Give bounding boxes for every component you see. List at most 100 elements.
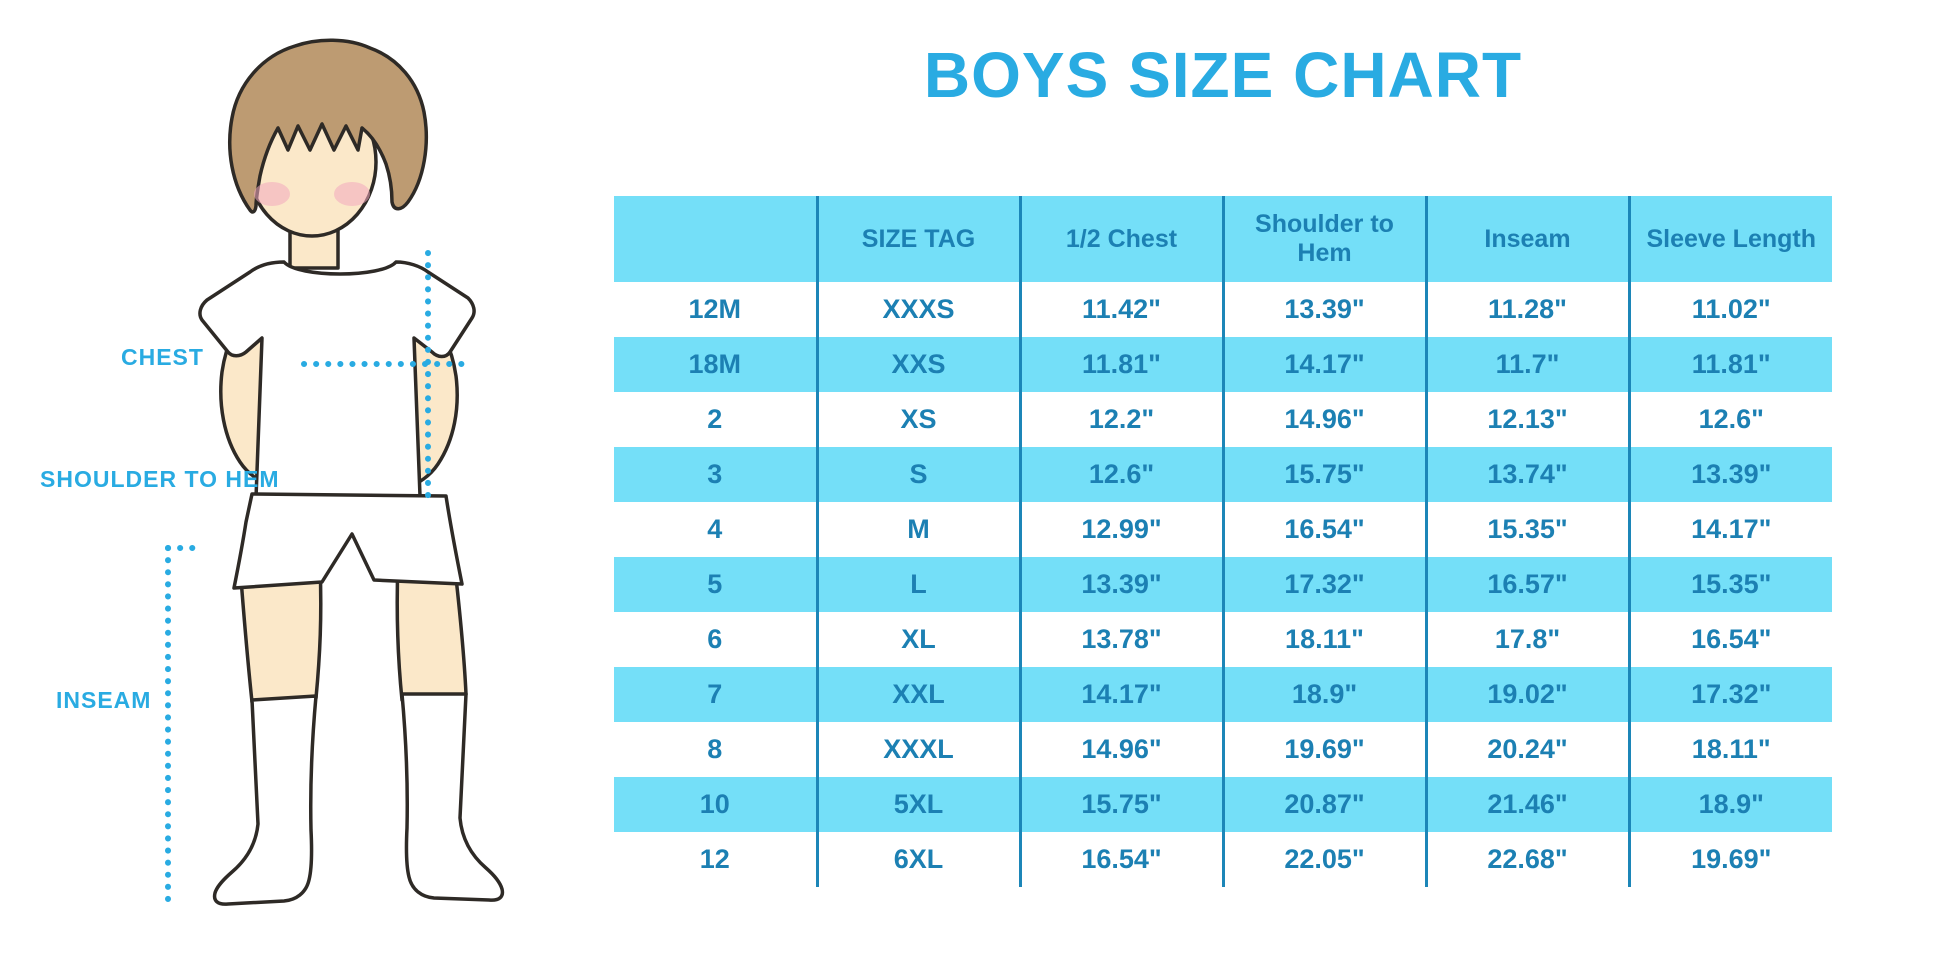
column-header: Sleeve Length xyxy=(1629,196,1832,282)
table-cell: 12.6" xyxy=(1020,447,1225,502)
table-cell: 11.81" xyxy=(1629,337,1832,392)
table-cell: 15.35" xyxy=(1629,557,1832,612)
table-cell: 17.8" xyxy=(1426,612,1631,667)
table-cell: 21.46" xyxy=(1426,777,1631,832)
table-cell: 12.13" xyxy=(1426,392,1631,447)
table-cell: 12 xyxy=(614,832,819,887)
table-cell: 11.81" xyxy=(1020,337,1225,392)
table-cell: 8 xyxy=(614,722,819,777)
column-header: 1/2 Chest xyxy=(1020,196,1225,282)
table-cell: 14.17" xyxy=(1691,514,1772,544)
table-cell: 15.75" xyxy=(1223,447,1428,502)
table-cell: M xyxy=(817,502,1022,557)
table-row: 3 S 12.6" 15.75" 13.74" 13.39" xyxy=(614,447,1832,502)
size-table-wrap: SIZE TAG 1/2 Chest Shoulder to Hem Inseam Sl… xyxy=(614,196,1832,887)
table-cell: 11.7" xyxy=(1426,337,1631,392)
inseam-label: INSEAM xyxy=(56,687,152,713)
table-cell: 4 xyxy=(614,502,819,557)
table-cell: 16.54" xyxy=(1691,624,1772,654)
boy-left-sock xyxy=(212,694,318,906)
table-cell: 22.68" xyxy=(1426,832,1631,887)
column-header: Inseam xyxy=(1426,196,1631,282)
table-cell: 18.9" xyxy=(1629,777,1832,832)
table-cell: 13.78" xyxy=(1020,612,1225,667)
table-row: 4 M 12.99" 16.54" 15.35" 14.17" xyxy=(614,502,1832,557)
boy-tshirt xyxy=(198,260,476,500)
table-cell: 18.9" xyxy=(1223,667,1428,722)
table-cell: XL xyxy=(817,612,1022,667)
boy-right-sock xyxy=(400,692,505,902)
table-cell: XXXS xyxy=(817,282,1022,337)
table-cell: 14.17" xyxy=(1223,337,1428,392)
table-row: 12 6XL 16.54" 22.05" 22.68" 19.69" xyxy=(614,832,1832,887)
table-cell: 17.32" xyxy=(1629,667,1832,722)
boy-right-cheek-blush xyxy=(334,182,370,206)
table-cell: 16.57" xyxy=(1426,557,1631,612)
size-table-body: 12M XXXS 11.42" 13.39" 11.28" 11.02" 18M XXS 11.… xyxy=(614,282,1832,887)
table-row: 10 5XL 15.75" 20.87" 21.46" 18.9" xyxy=(614,777,1832,832)
table-row: 18M XXS 11.81" 14.17" 11.7" 11.81" xyxy=(614,337,1832,392)
table-cell: 15.75" xyxy=(1020,777,1225,832)
table-cell: XXL xyxy=(817,667,1022,722)
table-cell: L xyxy=(817,557,1022,612)
table-cell: 3 xyxy=(614,447,819,502)
table-cell: 11.28" xyxy=(1426,282,1631,337)
table-cell: 14.96" xyxy=(1020,722,1225,777)
column-header: Shoulder to Hem xyxy=(1223,196,1428,282)
boy-hair xyxy=(228,38,428,214)
column-header: SIZE TAG xyxy=(817,196,1022,282)
table-cell: 17.32" xyxy=(1223,557,1428,612)
table-cell: 5 xyxy=(614,557,819,612)
measurement-figure-panel: CHEST SHOULDER TO HEM INSEAM xyxy=(0,0,520,973)
table-cell: XS xyxy=(817,392,1022,447)
table-cell: XXS xyxy=(817,337,1022,392)
table-row: 5 L 13.39" 17.32" 16.57" 15.35" xyxy=(614,557,1832,612)
boy-left-cheek-blush xyxy=(254,182,290,206)
table-cell: 22.05" xyxy=(1223,832,1428,887)
table-cell: 12.6" xyxy=(1698,404,1764,434)
table-cell: 12.2" xyxy=(1020,392,1225,447)
table-cell: 12M xyxy=(614,282,819,337)
table-cell: 13.39" xyxy=(1629,447,1832,502)
table-cell: 13.74" xyxy=(1426,447,1631,502)
table-cell: XXXL xyxy=(817,722,1022,777)
table-cell: 2 xyxy=(614,392,819,447)
page-title: BOYS SIZE CHART xyxy=(923,39,1523,111)
table-cell: 11.02" xyxy=(1691,294,1771,324)
table-cell: 10 xyxy=(614,777,819,832)
table-cell: 20.87" xyxy=(1223,777,1428,832)
table-cell: 18M xyxy=(614,337,819,392)
table-cell: 16.54" xyxy=(1020,832,1225,887)
boy-shorts xyxy=(232,492,464,590)
table-row: 2 XS 12.2" 14.96" 12.13" 12.6" xyxy=(614,392,1832,447)
table-cell: 19.69" xyxy=(1691,844,1772,874)
size-table-header: SIZE TAG 1/2 Chest Shoulder to Hem Inseam Sl… xyxy=(614,196,1832,282)
table-cell: 18.11" xyxy=(1223,612,1428,667)
table-cell: 13.39" xyxy=(1020,557,1225,612)
table-cell: 20.24" xyxy=(1426,722,1631,777)
table-row: 8 XXXL 14.96" 19.69" 20.24" 18.11" xyxy=(614,722,1832,777)
table-cell: 19.69" xyxy=(1223,722,1428,777)
table-row: 12M XXXS 11.42" 13.39" 11.28" 11.02" xyxy=(614,282,1832,337)
table-cell: 14.17" xyxy=(1020,667,1225,722)
table-row: 7 XXL 14.17" 18.9" 19.02" 17.32" xyxy=(614,667,1832,722)
table-cell: 11.42" xyxy=(1020,282,1225,337)
table-cell: S xyxy=(817,447,1022,502)
table-row: 6 XL 13.78" 18.11" 17.8" 16.54" xyxy=(614,612,1832,667)
table-cell: 6 xyxy=(614,612,819,667)
shoulder-to-hem-label: SHOULDER TO HEM xyxy=(40,466,280,492)
table-cell: 5XL xyxy=(817,777,1022,832)
table-cell: 13.39" xyxy=(1223,282,1428,337)
table-cell: 16.54" xyxy=(1223,502,1428,557)
column-header xyxy=(614,196,819,282)
chest-label: CHEST xyxy=(121,344,204,370)
table-cell: 15.35" xyxy=(1426,502,1631,557)
table-cell: 7 xyxy=(614,667,819,722)
table-cell: 6XL xyxy=(817,832,1022,887)
table-cell: 14.96" xyxy=(1223,392,1428,447)
size-table: SIZE TAG 1/2 Chest Shoulder to Hem Inseam Sl… xyxy=(614,196,1832,887)
table-cell: 19.02" xyxy=(1426,667,1631,722)
boy-figure-illustration xyxy=(165,38,505,908)
table-cell: 12.99" xyxy=(1020,502,1225,557)
